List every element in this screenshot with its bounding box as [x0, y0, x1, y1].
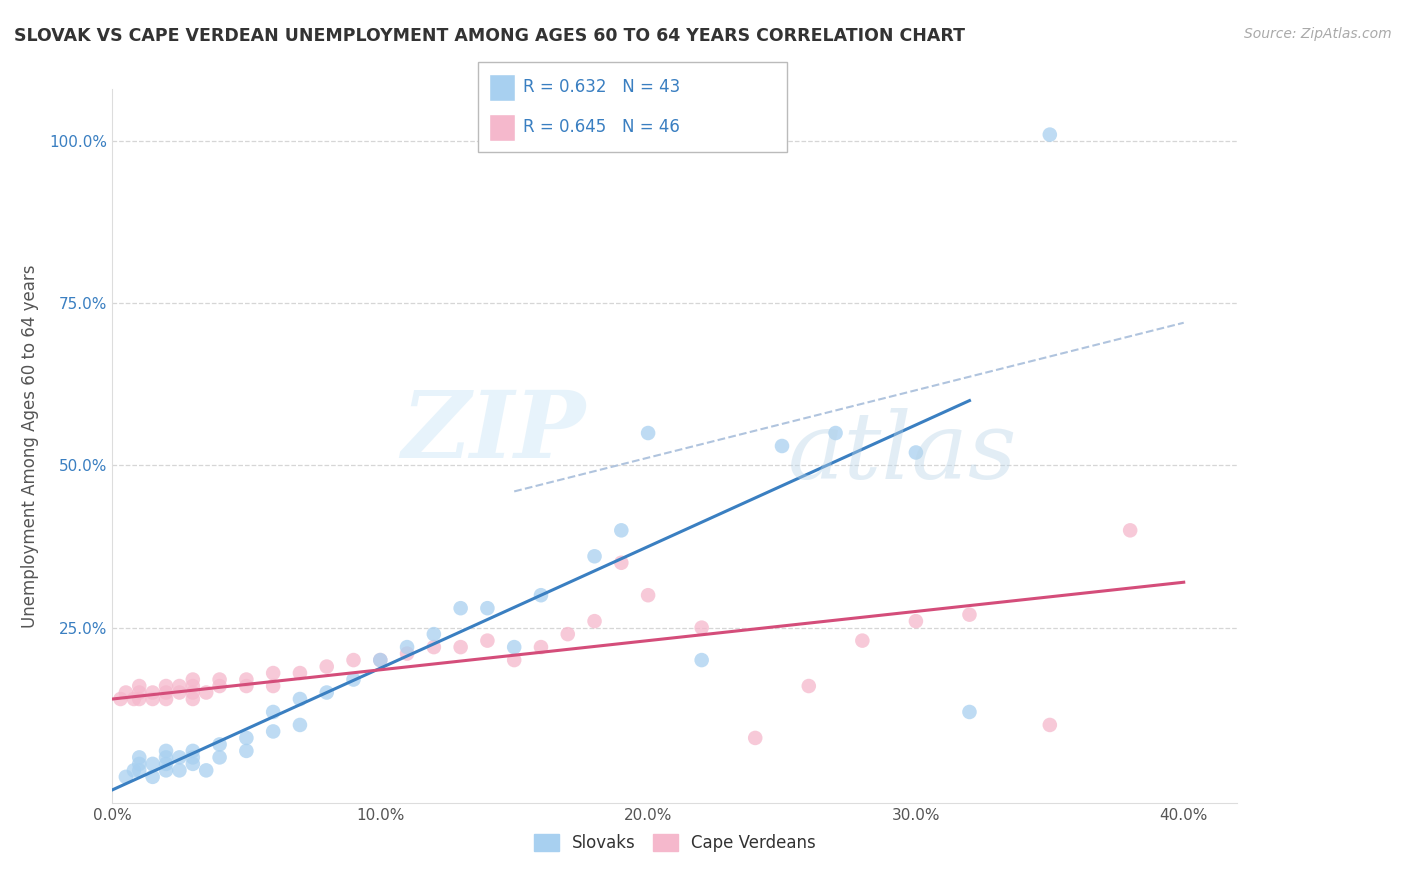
- Point: [181, 673, 204, 687]
- Point: [128, 679, 150, 693]
- Point: [959, 705, 981, 719]
- Point: [122, 692, 145, 706]
- Point: [181, 750, 204, 764]
- Point: [208, 738, 231, 752]
- Text: SLOVAK VS CAPE VERDEAN UNEMPLOYMENT AMONG AGES 60 TO 64 YEARS CORRELATION CHART: SLOVAK VS CAPE VERDEAN UNEMPLOYMENT AMON…: [14, 27, 965, 45]
- Point: [128, 756, 150, 771]
- Point: [208, 750, 231, 764]
- Point: [142, 685, 165, 699]
- Point: [557, 627, 579, 641]
- Point: [959, 607, 981, 622]
- Point: [128, 685, 150, 699]
- Point: [208, 679, 231, 693]
- Point: [503, 653, 526, 667]
- Point: [396, 647, 419, 661]
- Point: [195, 764, 218, 778]
- Point: [1039, 128, 1062, 142]
- Point: [181, 744, 204, 758]
- Point: [262, 705, 284, 719]
- Point: [342, 653, 364, 667]
- Point: [115, 770, 138, 784]
- Point: [235, 731, 257, 745]
- Point: [368, 653, 391, 667]
- Point: [142, 756, 165, 771]
- Point: [690, 653, 713, 667]
- Point: [208, 673, 231, 687]
- Point: [797, 679, 820, 693]
- Point: [637, 588, 659, 602]
- Point: [155, 756, 177, 771]
- Point: [610, 556, 633, 570]
- Legend: Slovaks, Cape Verdeans: Slovaks, Cape Verdeans: [527, 827, 823, 859]
- Point: [315, 659, 337, 673]
- Point: [288, 692, 311, 706]
- Point: [235, 673, 257, 687]
- Point: [181, 685, 204, 699]
- Text: atlas: atlas: [787, 409, 1017, 498]
- Point: [770, 439, 793, 453]
- Point: [128, 692, 150, 706]
- Point: [128, 750, 150, 764]
- Point: [155, 744, 177, 758]
- Point: [368, 653, 391, 667]
- Point: [904, 614, 927, 628]
- Point: [450, 640, 472, 654]
- Text: R = 0.645   N = 46: R = 0.645 N = 46: [523, 118, 681, 136]
- Point: [262, 666, 284, 681]
- Point: [423, 640, 446, 654]
- Point: [169, 679, 191, 693]
- Point: [503, 640, 526, 654]
- Point: [262, 724, 284, 739]
- Point: [583, 549, 606, 564]
- Point: [396, 640, 419, 654]
- Point: [1119, 524, 1142, 538]
- Point: [169, 685, 191, 699]
- Point: [115, 685, 138, 699]
- Point: [744, 731, 766, 745]
- Point: [904, 445, 927, 459]
- Point: [235, 744, 257, 758]
- Point: [288, 718, 311, 732]
- Point: [155, 764, 177, 778]
- Point: [142, 692, 165, 706]
- Point: [342, 673, 364, 687]
- Text: ZIP: ZIP: [401, 387, 585, 476]
- Point: [610, 524, 633, 538]
- Point: [155, 685, 177, 699]
- Point: [181, 679, 204, 693]
- Point: [530, 640, 553, 654]
- Point: [315, 685, 337, 699]
- Point: [423, 627, 446, 641]
- Point: [142, 770, 165, 784]
- Point: [477, 633, 499, 648]
- Y-axis label: Unemployment Among Ages 60 to 64 years: Unemployment Among Ages 60 to 64 years: [21, 264, 38, 628]
- Point: [824, 425, 846, 440]
- Point: [530, 588, 553, 602]
- Point: [288, 666, 311, 681]
- Point: [128, 764, 150, 778]
- Point: [181, 756, 204, 771]
- Point: [122, 764, 145, 778]
- Point: [1039, 718, 1062, 732]
- Point: [181, 692, 204, 706]
- Point: [637, 425, 659, 440]
- Point: [169, 750, 191, 764]
- Text: Source: ZipAtlas.com: Source: ZipAtlas.com: [1244, 27, 1392, 41]
- Point: [690, 621, 713, 635]
- Point: [851, 633, 873, 648]
- Point: [169, 764, 191, 778]
- Point: [477, 601, 499, 615]
- Point: [583, 614, 606, 628]
- Point: [235, 679, 257, 693]
- Point: [155, 750, 177, 764]
- Point: [195, 685, 218, 699]
- Point: [450, 601, 472, 615]
- Point: [110, 692, 132, 706]
- Point: [155, 679, 177, 693]
- Point: [155, 692, 177, 706]
- Point: [262, 679, 284, 693]
- Text: R = 0.632   N = 43: R = 0.632 N = 43: [523, 78, 681, 96]
